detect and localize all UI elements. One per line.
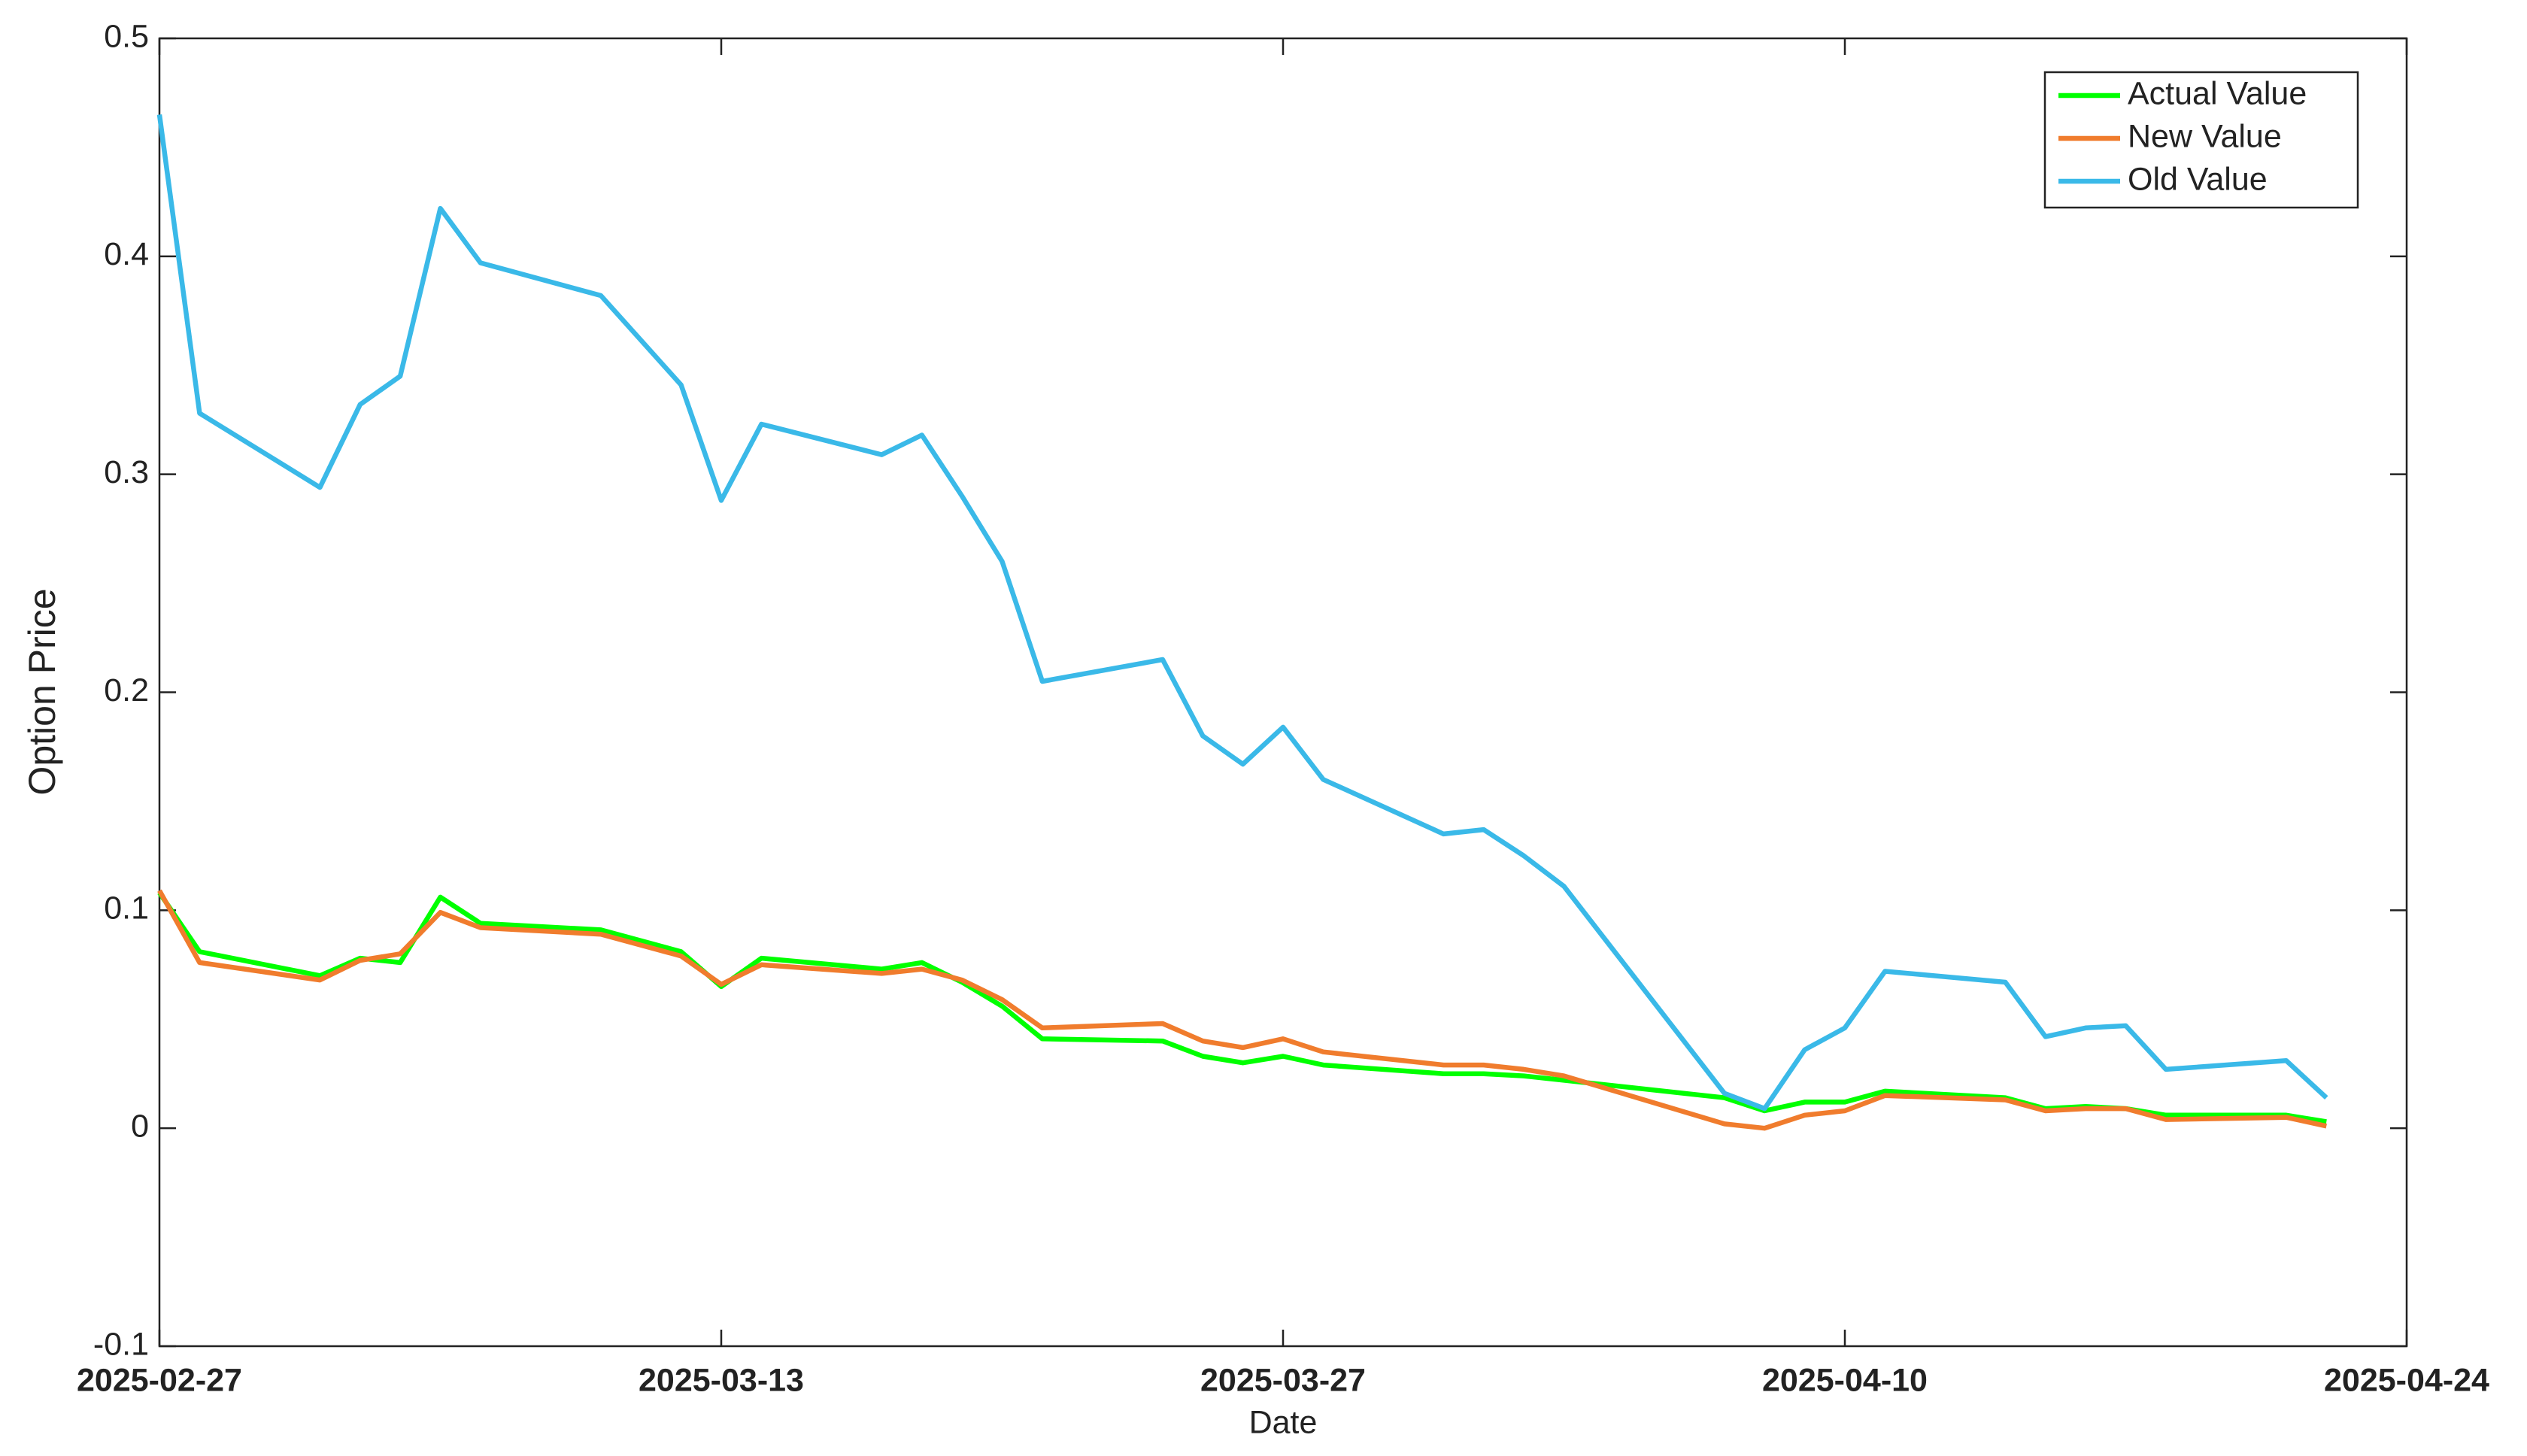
x-tick-label: 2025-04-24 bbox=[2324, 1362, 2489, 1398]
legend-label: New Value bbox=[2128, 118, 2282, 154]
x-axis-label: Date bbox=[1249, 1404, 1318, 1440]
y-tick-label: 0 bbox=[131, 1109, 149, 1145]
legend-label: Actual Value bbox=[2128, 75, 2307, 111]
x-tick-label: 2025-03-27 bbox=[1200, 1362, 1366, 1398]
x-tick-label: 2025-02-27 bbox=[77, 1362, 242, 1398]
y-tick-label: 0.4 bbox=[104, 236, 149, 272]
y-axis-label: Option Price bbox=[21, 588, 63, 795]
x-tick-label: 2025-03-13 bbox=[639, 1362, 804, 1398]
y-tick-label: 0.2 bbox=[104, 672, 149, 708]
y-tick-label: 0.5 bbox=[104, 18, 149, 54]
x-tick-label: 2025-04-10 bbox=[1762, 1362, 1928, 1398]
series-line bbox=[156, 114, 2328, 1112]
plot-frame bbox=[158, 37, 2408, 1348]
y-tick-label: 0.1 bbox=[104, 890, 149, 927]
legend: Actual Value New Value Old Value bbox=[2043, 71, 2359, 209]
series-line bbox=[157, 889, 2327, 1131]
y-tick-label: -0.1 bbox=[93, 1326, 149, 1362]
legend-label: Old Value bbox=[2128, 161, 2268, 197]
y-tick-label: 0.3 bbox=[104, 454, 149, 490]
